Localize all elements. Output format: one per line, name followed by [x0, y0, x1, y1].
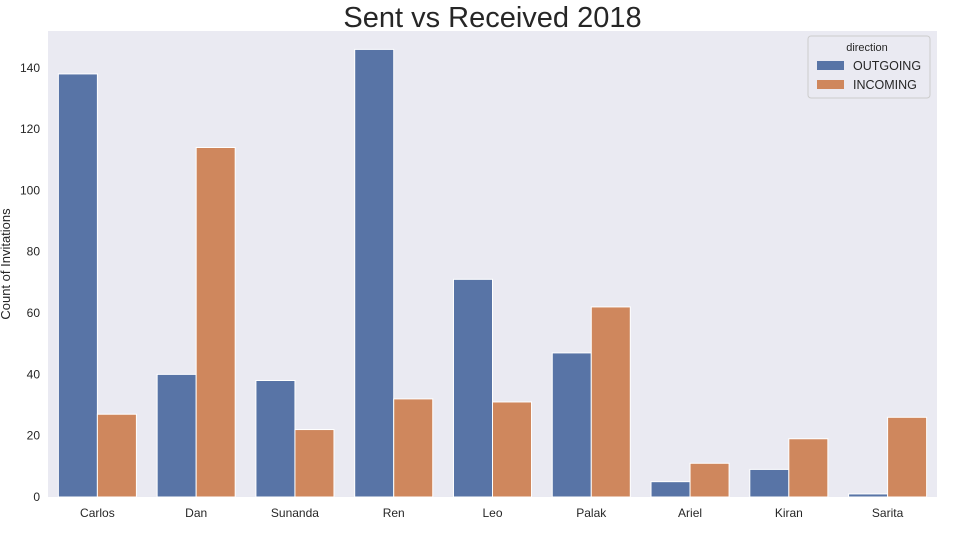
- x-tick-label: Kiran: [775, 506, 803, 520]
- x-tick-label: Palak: [576, 506, 607, 520]
- bar-incoming-sunanda: [294, 429, 335, 498]
- bar-outgoing-palak: [551, 352, 592, 498]
- bar-incoming-carlos: [96, 413, 137, 498]
- x-axis: Carlos Dan Sunanda Ren Leo Palak Ariel Kiran Sar…: [80, 506, 904, 520]
- bar-outgoing-sarita: [848, 493, 889, 498]
- legend-label-incoming: INCOMING: [853, 78, 917, 92]
- y-axis-label: Count of Invitations: [0, 208, 13, 320]
- legend-swatch-outgoing: [817, 61, 844, 70]
- bar-incoming-palak: [590, 306, 631, 498]
- bar-incoming-ariel: [689, 462, 730, 498]
- x-tick-label: Ariel: [678, 506, 702, 520]
- y-tick-label: 0: [33, 490, 40, 504]
- y-tick-label: 40: [27, 367, 41, 381]
- x-tick-label: Leo: [482, 506, 502, 520]
- bar-outgoing-carlos: [57, 73, 98, 498]
- legend: direction OUTGOING INCOMING: [807, 35, 931, 99]
- y-tick-label: 120: [20, 122, 40, 136]
- y-tick-label: 100: [20, 183, 40, 197]
- bar-outgoing-kiran: [749, 468, 790, 498]
- bar-incoming-leo: [492, 401, 533, 498]
- x-tick-label: Carlos: [80, 506, 115, 520]
- legend-label-outgoing: OUTGOING: [853, 59, 921, 73]
- chart-title: Sent vs Received 2018: [343, 2, 641, 34]
- bar-incoming-sarita: [887, 416, 928, 498]
- bar-incoming-kiran: [788, 438, 829, 498]
- x-tick-label: Sarita: [872, 506, 904, 520]
- x-tick-label: Dan: [185, 506, 207, 520]
- y-tick-label: 20: [27, 429, 41, 443]
- bar-outgoing-ren: [354, 48, 395, 498]
- y-tick-label: 140: [20, 61, 40, 75]
- bar-incoming-ren: [393, 398, 434, 498]
- bar-outgoing-sunanda: [255, 380, 296, 498]
- y-tick-label: 60: [27, 306, 41, 320]
- y-axis: 0 20 40 60 80 100 120 140: [20, 61, 40, 504]
- legend-title: direction: [846, 42, 888, 54]
- bar-outgoing-ariel: [650, 481, 691, 498]
- bars: [57, 48, 928, 498]
- x-tick-label: Ren: [383, 506, 405, 520]
- bar-outgoing-dan: [156, 373, 197, 498]
- bar-incoming-dan: [195, 147, 236, 498]
- y-tick-label: 80: [27, 245, 41, 259]
- legend-swatch-incoming: [817, 80, 844, 89]
- x-tick-label: Sunanda: [271, 506, 319, 520]
- bar-outgoing-leo: [452, 278, 494, 498]
